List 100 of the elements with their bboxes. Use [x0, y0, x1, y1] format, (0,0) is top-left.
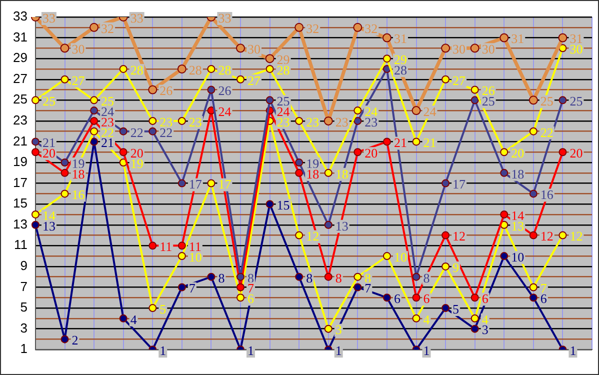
- data-label: 1: [335, 343, 342, 358]
- point: [265, 54, 274, 64]
- data-label: 13: [335, 218, 348, 234]
- data-label: 23: [160, 114, 173, 130]
- point: [500, 168, 508, 177]
- data-label: 12: [452, 228, 466, 244]
- y-tick-label: 1: [20, 341, 28, 356]
- point: [266, 64, 274, 73]
- data-label: 24: [364, 104, 378, 119]
- point: [442, 231, 450, 240]
- y-tick-label: 19: [12, 154, 28, 170]
- data-label: 30: [72, 42, 85, 57]
- point: [382, 33, 392, 42]
- point: [500, 210, 508, 218]
- data-label: 25: [42, 94, 56, 109]
- data-label: 31: [511, 31, 524, 46]
- y-tick-label: 15: [12, 196, 28, 211]
- point: [382, 252, 391, 260]
- point: [412, 138, 420, 146]
- data-label: 10: [511, 249, 524, 264]
- point: [324, 116, 333, 126]
- point: [90, 106, 98, 115]
- data-label: 22: [130, 124, 144, 140]
- data-label: 20: [570, 146, 583, 161]
- point: [558, 96, 567, 104]
- data-label: 32: [101, 20, 114, 36]
- point: [178, 179, 186, 188]
- point: [500, 33, 509, 42]
- data-label: 29: [394, 52, 407, 67]
- data-label: 6: [540, 291, 548, 306]
- point: [295, 158, 304, 167]
- data-label: 32: [306, 20, 320, 36]
- point: [90, 96, 98, 104]
- y-tick-label: 33: [12, 8, 28, 24]
- data-label: 12: [306, 228, 320, 244]
- point: [528, 96, 538, 105]
- point: [470, 314, 479, 322]
- point: [441, 44, 450, 53]
- point: [470, 44, 480, 53]
- point: [295, 168, 304, 177]
- point: [324, 168, 332, 177]
- point: [207, 64, 216, 73]
- y-tick-label: 21: [12, 133, 28, 148]
- point: [266, 200, 274, 208]
- data-label: 30: [248, 42, 260, 57]
- point: [148, 242, 157, 250]
- point: [178, 252, 186, 260]
- data-label: 6: [423, 291, 430, 306]
- data-label: 27: [72, 72, 86, 88]
- point: [31, 210, 40, 218]
- data-label: 15: [276, 198, 290, 213]
- point: [60, 168, 69, 177]
- data-label: 12: [540, 228, 554, 244]
- data-label: 6: [482, 291, 489, 306]
- data-label: 27: [452, 72, 466, 88]
- point: [442, 179, 450, 188]
- data-label: 23: [306, 114, 320, 130]
- data-label: 12: [570, 228, 583, 244]
- data-label: 8: [218, 270, 225, 286]
- point: [324, 324, 332, 333]
- point: [178, 283, 186, 292]
- point: [470, 86, 479, 94]
- data-label: 24: [423, 104, 437, 119]
- data-label: 1: [423, 343, 430, 358]
- data-label: 1: [570, 343, 576, 358]
- point: [354, 116, 362, 125]
- y-tick-label: 13: [12, 216, 28, 232]
- data-label: 33: [130, 10, 144, 26]
- point: [412, 294, 420, 302]
- point: [470, 96, 479, 104]
- point: [148, 127, 157, 136]
- data-label: 4: [423, 312, 430, 327]
- point: [148, 116, 157, 125]
- point: [529, 190, 538, 198]
- point: [119, 127, 128, 136]
- point: [295, 272, 304, 281]
- data-label: 21: [42, 135, 56, 150]
- point: [295, 116, 304, 125]
- point: [60, 44, 70, 53]
- data-label: 28: [188, 62, 202, 78]
- point: [294, 22, 304, 32]
- data-label: 25: [570, 94, 583, 109]
- data-label: 8: [306, 270, 313, 286]
- point: [236, 44, 245, 53]
- data-label: 32: [364, 20, 378, 36]
- data-label: 20: [42, 146, 56, 161]
- point: [177, 64, 186, 74]
- data-label: 2: [72, 332, 78, 348]
- data-label: 16: [540, 187, 554, 202]
- data-label: 30: [570, 42, 583, 57]
- data-label: 14: [42, 208, 56, 223]
- point: [90, 22, 99, 32]
- point: [382, 294, 391, 302]
- data-label: 33: [42, 10, 56, 26]
- data-label: 22: [540, 124, 554, 140]
- data-label: 17: [218, 176, 232, 192]
- data-label: 14: [511, 208, 525, 223]
- point: [207, 86, 216, 94]
- data-label: 23: [188, 114, 202, 130]
- data-label: 21: [423, 135, 436, 150]
